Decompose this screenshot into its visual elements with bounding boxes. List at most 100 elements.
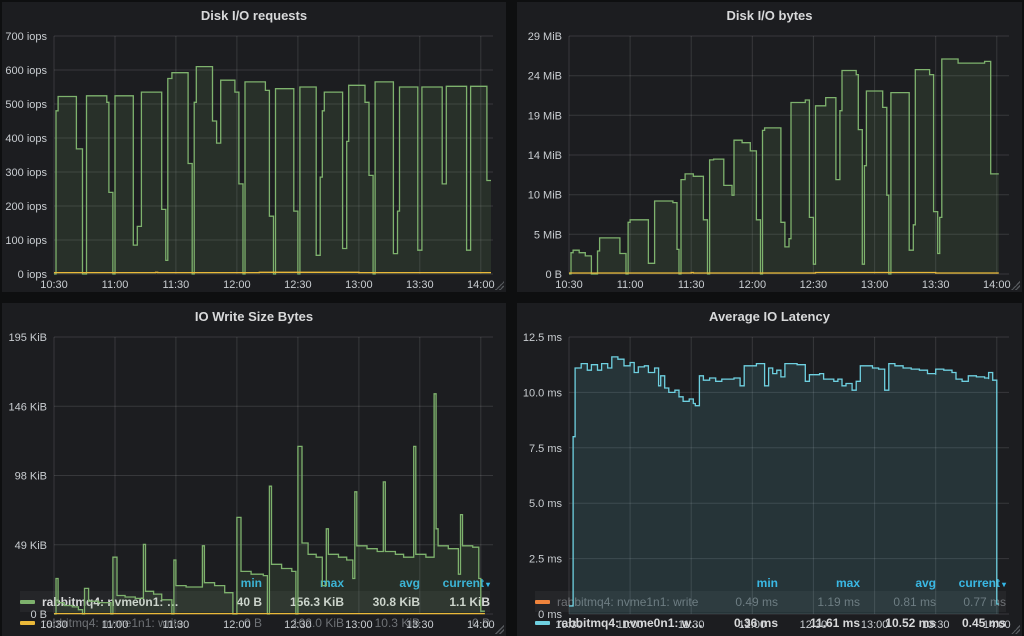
legend-value-avg: 0.81 ms: [893, 594, 936, 609]
legend-header-current[interactable]: current ▾: [958, 575, 1006, 590]
legend-row: rabbitmq4: nvme1n1: write 0.49 ms 1.19 ms 0…: [535, 591, 1006, 612]
x-axis-tick-label: 12:00: [223, 619, 251, 631]
y-axis-tick-label: 0 B: [545, 269, 562, 281]
x-axis-tick-label: 13:30: [406, 279, 434, 291]
panel-resize-handle[interactable]: [1010, 624, 1020, 634]
series-area: [54, 66, 491, 274]
y-axis-tick-label: 98 KiB: [15, 471, 47, 483]
x-axis-tick-label: 14:00: [983, 279, 1011, 291]
y-axis-tick-label: 146 KiB: [8, 401, 47, 413]
x-axis-tick-label: 13:30: [922, 619, 950, 631]
x-axis-tick-label: 11:00: [617, 279, 644, 291]
y-axis-tick-label: 19 MiB: [528, 110, 562, 122]
y-axis-tick-label: 49 KiB: [15, 540, 47, 552]
series-color-swatch[interactable]: [20, 599, 35, 604]
sort-arrow-icon: ▾: [1001, 579, 1006, 589]
y-axis-tick-label: 500 iops: [5, 99, 47, 111]
panel-title-disk-io-bytes[interactable]: Disk I/O bytes: [726, 7, 813, 23]
chart-disk-io-requests[interactable]: 0 iops 100 iops 200 iops 300 iops 400 iops 50…: [2, 28, 506, 292]
x-axis-tick-label: 10:30: [555, 279, 583, 291]
x-axis-tick-label: 12:30: [800, 619, 828, 631]
panel-average-io-latency: Average IO Latency 0 ms 2.5 ms 5.0 ms 7.5 m…: [517, 303, 1022, 636]
chart-svg: 0 B 49 KiB 98 KiB 146 KiB 195 KiB 10:30 11:00 1…: [8, 332, 495, 631]
panel-header: Average IO Latency: [517, 303, 1022, 329]
legend-value-max: 102.0 KiB: [291, 615, 344, 630]
legend-header-avg[interactable]: avg: [399, 575, 420, 590]
legend-value-min: 40 B: [236, 594, 262, 609]
panel-title-io-write-size-bytes[interactable]: IO Write Size Bytes: [194, 308, 314, 324]
legend-header-row: min max avg current ▾: [535, 574, 1006, 591]
legend-value-max: 1.19 ms: [817, 594, 860, 609]
series-color-swatch[interactable]: [20, 620, 35, 625]
legend-value-current: 0.77 ms: [963, 594, 1006, 609]
x-axis-tick-label: 11:30: [678, 279, 705, 291]
legend-value-avg: 30.8 KiB: [372, 594, 420, 609]
series-line: [54, 393, 485, 615]
y-axis-tick-label: 600 iops: [5, 65, 47, 77]
legend-value-current: 0 B: [471, 615, 490, 630]
x-axis-tick-label: 14:00: [467, 619, 495, 631]
legend-row: rabbitmq4: nvme0n1: write 0.36 ms 11.61 ms…: [535, 612, 1006, 633]
chart-svg: 0 ms 2.5 ms 5.0 ms 7.5 ms 10.0 ms 12.5 ms 10:3…: [523, 332, 1011, 631]
x-axis-tick-label: 12:30: [284, 279, 312, 291]
y-axis-tick-label: 7.5 ms: [529, 443, 563, 455]
x-axis-tick-label: 10:30: [555, 619, 583, 631]
legend-row: rabbitmq4: nvme1n1: write 0 B 102.0 KiB 10.…: [20, 612, 490, 633]
x-axis-tick-label: 14:00: [983, 619, 1011, 631]
legend-value-avg: 10.52 ms: [885, 615, 936, 630]
legend-value-min: 0.36 ms: [733, 615, 778, 630]
series-color-swatch[interactable]: [535, 620, 550, 625]
x-axis-tick-label: 13:30: [922, 279, 950, 291]
legend-value-min: 0.49 ms: [735, 594, 778, 609]
y-axis-tick-label: 200 iops: [5, 201, 47, 213]
y-axis-tick-label: 700 iops: [5, 31, 47, 43]
y-axis-tick-label: 10.0 ms: [523, 387, 563, 399]
x-axis-tick-label: 11:00: [617, 619, 644, 631]
series-area: [569, 356, 999, 614]
legend-value-current: 0.45 ms: [961, 615, 1006, 630]
legend-value-avg: 10.3 KiB: [374, 615, 420, 630]
y-axis-tick-label: 29 MiB: [528, 31, 562, 43]
series-area: [569, 59, 999, 274]
series-color-swatch[interactable]: [535, 599, 550, 604]
panel-header: Disk I/O requests: [2, 2, 506, 28]
series-line: [569, 58, 999, 275]
y-axis-tick-label: 0 ms: [538, 609, 562, 621]
y-axis-tick-label: 24 MiB: [528, 71, 562, 83]
x-axis-tick-label: 13:00: [345, 279, 373, 291]
legend-value-max: 11.61 ms: [809, 615, 860, 630]
y-axis-tick-label: 5.0 ms: [529, 498, 563, 510]
chart-average-io-latency[interactable]: 0 ms 2.5 ms 5.0 ms 7.5 ms 10.0 ms 12.5 ms 10:3…: [517, 329, 1022, 631]
legend-io-write-size-bytes: min max avg current ▾ rabbitmq4: nvme0n1: wri…: [2, 573, 506, 636]
y-axis-tick-label: 0 iops: [18, 269, 48, 281]
y-axis-tick-label: 100 iops: [5, 235, 47, 247]
x-axis-tick-label: 11:30: [678, 619, 705, 631]
x-axis-tick-label: 12:30: [800, 279, 828, 291]
legend-header-min[interactable]: min: [240, 575, 262, 590]
x-axis-tick-label: 12:00: [223, 279, 251, 291]
panel-resize-handle[interactable]: [1010, 280, 1020, 290]
legend-row: rabbitmq4: nvme0n1: write 40 B 156.3 KiB 30…: [20, 591, 490, 612]
legend-header-min[interactable]: min: [756, 575, 778, 590]
x-axis-tick-label: 10:30: [40, 279, 68, 291]
legend-value-max: 156.3 KiB: [289, 594, 344, 609]
legend-header-avg[interactable]: avg: [915, 575, 936, 590]
panel-header: IO Write Size Bytes: [2, 303, 506, 329]
panel-title-disk-io-requests[interactable]: Disk I/O requests: [200, 7, 308, 23]
panel-resize-handle[interactable]: [494, 280, 504, 290]
chart-disk-io-bytes[interactable]: 0 B 5 MiB 10 MiB 14 MiB 19 MiB 24 MiB 29 MiB 10…: [517, 28, 1022, 292]
x-axis-tick-label: 10:30: [40, 619, 68, 631]
panel-resize-handle[interactable]: [494, 624, 504, 634]
x-axis-tick-label: 11:30: [163, 619, 190, 631]
chart-io-write-size-bytes[interactable]: 0 B 49 KiB 98 KiB 146 KiB 195 KiB 10:30 11:00 1…: [2, 329, 506, 631]
panel-io-write-size-bytes: IO Write Size Bytes 0 B 49 KiB 98 KiB 146 K…: [2, 303, 506, 636]
panel-title-average-io-latency[interactable]: Average IO Latency: [709, 308, 830, 324]
legend-header-max[interactable]: max: [835, 575, 860, 590]
x-axis-tick-label: 13:00: [861, 619, 889, 631]
x-axis-tick-label: 12:30: [284, 619, 312, 631]
legend-header-current[interactable]: current ▾: [442, 575, 490, 590]
panel-disk-io-requests: Disk I/O requests 0 iops 100 iops 200 iops…: [2, 2, 506, 292]
y-axis-tick-label: 10 MiB: [528, 190, 562, 202]
y-axis-tick-label: 2.5 ms: [529, 554, 563, 566]
